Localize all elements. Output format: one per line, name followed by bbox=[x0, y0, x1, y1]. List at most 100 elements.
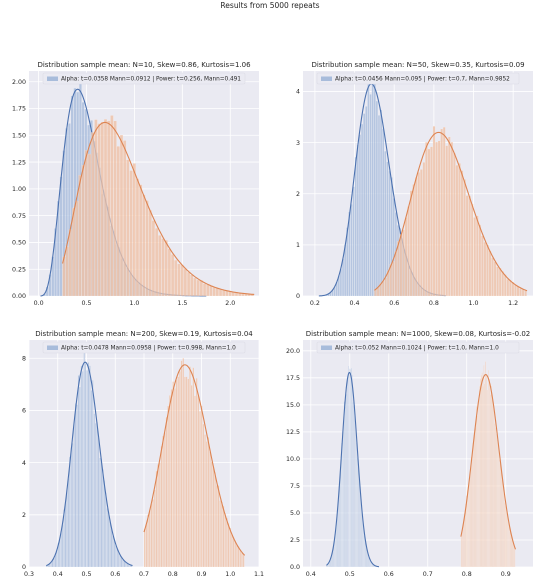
histogram-bar bbox=[422, 162, 426, 297]
histogram-bar bbox=[241, 552, 243, 568]
legend-box bbox=[316, 72, 520, 85]
histogram-bar bbox=[232, 537, 235, 568]
histogram-bar bbox=[113, 120, 117, 297]
histogram-bar bbox=[462, 524, 464, 568]
histogram-bar bbox=[194, 395, 196, 568]
histogram-bar bbox=[477, 415, 478, 568]
histogram-bar bbox=[97, 123, 101, 297]
histogram-bar bbox=[84, 150, 88, 297]
histogram-bar bbox=[167, 405, 169, 568]
histogram-bar bbox=[512, 542, 514, 568]
histogram-bar bbox=[368, 556, 370, 568]
histogram-bar bbox=[375, 100, 378, 297]
y-tick-label: 0.75 bbox=[12, 213, 26, 220]
histogram-bar bbox=[192, 367, 195, 568]
histogram-bar bbox=[478, 224, 482, 297]
chart-title: Distribution sample mean: N=200, Skew=0.… bbox=[35, 330, 253, 338]
histogram-bar bbox=[508, 521, 509, 568]
histogram-bar bbox=[99, 457, 101, 568]
y-tick-label: 15.0 bbox=[286, 402, 300, 409]
histogram-bar bbox=[342, 258, 345, 297]
histogram-bar bbox=[355, 421, 357, 568]
histogram-bar bbox=[207, 437, 210, 568]
histogram-bar bbox=[110, 527, 113, 568]
histogram-bar bbox=[480, 374, 482, 568]
histogram-bar bbox=[209, 285, 213, 297]
histogram-bar bbox=[404, 217, 408, 297]
histogram-bar bbox=[219, 500, 221, 568]
histogram-bar bbox=[185, 376, 188, 568]
histogram-bar bbox=[175, 380, 178, 568]
y-tick-label: 5.0 bbox=[290, 510, 300, 517]
histogram-bar bbox=[440, 128, 443, 297]
histogram-bar bbox=[64, 501, 67, 568]
histogram-bar bbox=[397, 241, 400, 297]
histogram-bar bbox=[354, 157, 357, 297]
histogram-bar bbox=[500, 468, 502, 568]
histogram-bar bbox=[347, 376, 349, 568]
histogram-bar bbox=[489, 394, 491, 568]
histogram-bar bbox=[384, 277, 387, 297]
histogram-bar bbox=[205, 441, 208, 568]
histogram-bar bbox=[376, 287, 380, 297]
y-tick-label: 0.50 bbox=[12, 240, 26, 247]
legend-box bbox=[42, 341, 246, 354]
chart-title: Distribution sample mean: N=10, Skew=0.8… bbox=[37, 61, 251, 69]
histogram-bar bbox=[97, 437, 100, 568]
histogram-bar bbox=[90, 390, 93, 568]
histogram-bar bbox=[363, 535, 365, 568]
histogram-bar bbox=[103, 480, 106, 568]
histogram-bar bbox=[349, 368, 350, 568]
histogram-bar bbox=[118, 551, 120, 568]
chart-title: Distribution sample mean: N=50, Skew=0.3… bbox=[311, 61, 524, 69]
histogram-bar bbox=[61, 524, 64, 568]
histogram-bar bbox=[346, 394, 348, 568]
legend-swatch bbox=[321, 345, 332, 350]
histogram-bar bbox=[87, 362, 90, 568]
histogram-bar bbox=[513, 545, 515, 568]
histogram-bar bbox=[483, 364, 485, 568]
legend-swatch bbox=[47, 345, 58, 350]
histogram-bar bbox=[229, 527, 232, 568]
histogram-bar bbox=[358, 134, 361, 297]
histogram-bar bbox=[227, 523, 230, 568]
histogram-bar bbox=[218, 289, 223, 297]
histogram-bar bbox=[472, 442, 474, 568]
histogram-bar bbox=[231, 292, 235, 297]
histogram-bar bbox=[87, 153, 92, 297]
histogram-bar bbox=[468, 481, 470, 568]
x-tick-label: 0.6 bbox=[384, 571, 394, 578]
histogram-bar bbox=[59, 176, 63, 297]
histogram-bar bbox=[339, 269, 342, 297]
x-tick-label: 0.5 bbox=[345, 571, 355, 578]
histogram-bar bbox=[164, 240, 168, 297]
histogram-bar bbox=[352, 402, 354, 568]
histogram-bar bbox=[75, 200, 79, 297]
histogram-bar bbox=[190, 274, 194, 297]
y-tick-label: 0.00 bbox=[12, 293, 26, 300]
histogram-bar bbox=[524, 290, 527, 297]
histogram-bar bbox=[346, 227, 349, 297]
chart-panel-4: 0.4 0.5 0.6 0.7 0.8 0.9 0.0 2.5 5.0 7.5 10.0 12.5 15… bbox=[286, 330, 533, 578]
histogram-bar bbox=[499, 459, 501, 568]
histogram-bar bbox=[116, 548, 118, 568]
histogram-bar bbox=[511, 539, 513, 568]
histogram-bar bbox=[167, 248, 171, 297]
histogram-bar bbox=[89, 365, 91, 568]
histogram-bar bbox=[157, 464, 159, 568]
histogram-bar bbox=[496, 266, 499, 297]
histogram-bar bbox=[504, 502, 506, 568]
histogram-bar bbox=[112, 535, 114, 568]
histogram-bar bbox=[470, 456, 472, 568]
histogram-bar bbox=[66, 489, 68, 568]
histogram-bar bbox=[94, 119, 98, 297]
histogram-bar bbox=[80, 365, 83, 568]
histogram-bar bbox=[165, 417, 168, 568]
histogram-bar bbox=[478, 399, 479, 568]
histogram-bar bbox=[432, 126, 436, 297]
histogram-bar bbox=[170, 389, 173, 568]
histogram-bar bbox=[468, 486, 469, 568]
y-tick-label: 8 bbox=[22, 355, 26, 362]
x-tick-label: 0.5 bbox=[81, 300, 91, 307]
histogram-bar bbox=[100, 458, 103, 568]
